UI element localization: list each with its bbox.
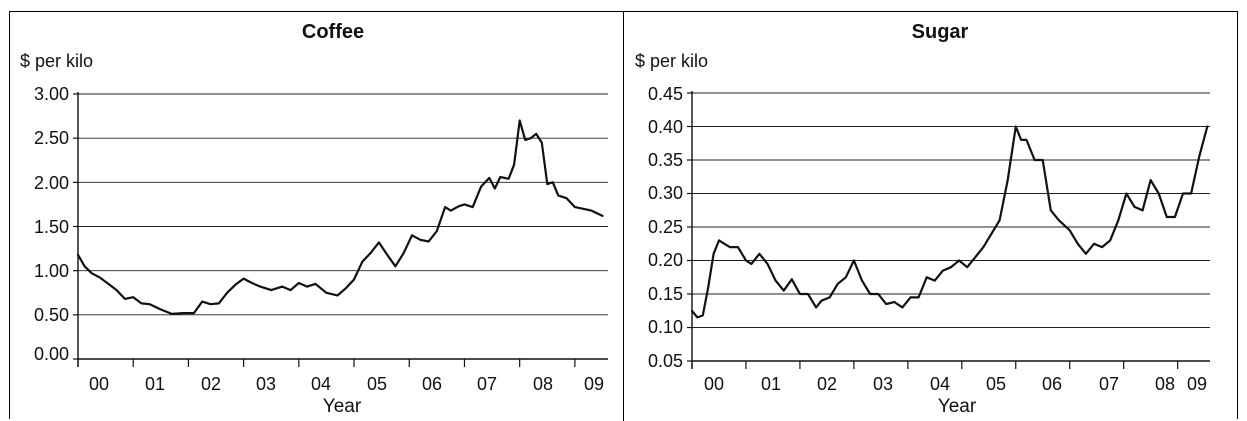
sugar-y-tick-label: 0.35 [648, 150, 683, 170]
sugar-x-tick-label: 08 [1155, 374, 1175, 394]
coffee-y-tick-label: 0.00 [34, 344, 69, 364]
coffee-y-tick-label: 2.00 [34, 173, 69, 193]
coffee-y-tick-label: 1.00 [34, 261, 69, 281]
sugar-y-tick-label: 0.05 [648, 351, 683, 371]
coffee-x-tick-label: 07 [477, 374, 497, 394]
sugar-price-line [690, 125, 1209, 319]
sugar-y-tick-label: 0.20 [648, 250, 683, 270]
sugar-unit-label: $ per kilo [635, 51, 708, 71]
sugar-x-axis-label: Year [938, 396, 977, 417]
coffee-y-tick-label: 0.50 [34, 305, 69, 325]
sugar-x-tick-label: 02 [817, 374, 837, 394]
sugar-x-tick-label: 03 [873, 374, 893, 394]
coffee-x-tick-label: 03 [256, 374, 276, 394]
sugar-plot-area [687, 91, 1210, 369]
sugar-x-tick-label: 09 [1187, 374, 1207, 394]
coffee-x-tick-label: 02 [201, 374, 221, 394]
sugar-x-tick-label: 07 [1099, 374, 1119, 394]
sugar-y-tick-label: 0.40 [648, 117, 683, 137]
sugar-chart: Sugar $ per kilo Year 0.05 0.10 0.15 0.2… [635, 21, 1207, 417]
coffee-y-tick-label: 3.00 [34, 84, 69, 104]
sugar-x-tick-label: 00 [704, 374, 724, 394]
sugar-y-tick-label: 0.25 [648, 217, 683, 237]
sugar-x-tick-label: 01 [761, 374, 781, 394]
coffee-price-line [76, 119, 604, 315]
coffee-x-tick-label: 04 [311, 374, 331, 394]
coffee-chart: Coffee $ per kilo Year 0.00 0.50 1.00 1.… [20, 21, 604, 417]
sugar-x-tick-labels: 00 01 02 03 04 05 06 07 08 09 [704, 374, 1207, 394]
sugar-y-tick-labels: 0.05 0.10 0.15 0.20 0.25 0.30 0.35 0.40 … [648, 84, 683, 371]
sugar-x-tick-label: 05 [986, 374, 1006, 394]
coffee-x-tick-label: 09 [584, 374, 604, 394]
sugar-x-tick-label: 04 [930, 374, 950, 394]
sugar-x-tick-label: 06 [1042, 374, 1062, 394]
sugar-y-tick-label: 0.45 [648, 84, 683, 104]
coffee-y-tick-label: 1.50 [34, 217, 69, 237]
coffee-y-tick-labels: 0.00 0.50 1.00 1.50 2.00 2.50 3.00 [34, 84, 69, 364]
coffee-y-tick-label: 2.50 [34, 128, 69, 148]
coffee-unit-label: $ per kilo [20, 51, 93, 71]
coffee-plot-area [73, 92, 608, 367]
coffee-x-tick-label: 05 [367, 374, 387, 394]
coffee-x-tick-label: 01 [145, 374, 165, 394]
sugar-title: Sugar [912, 21, 969, 43]
sugar-y-tick-label: 0.10 [648, 317, 683, 337]
coffee-x-tick-label: 08 [533, 374, 553, 394]
sugar-y-tick-label: 0.15 [648, 284, 683, 304]
coffee-title: Coffee [302, 21, 364, 43]
sugar-y-tick-label: 0.30 [648, 183, 683, 203]
panel-divider [623, 11, 624, 421]
coffee-x-tick-label: 00 [89, 374, 109, 394]
coffee-x-axis-label: Year [323, 396, 362, 417]
coffee-x-tick-labels: 00 01 02 03 04 05 06 07 08 09 [89, 374, 604, 394]
coffee-x-tick-label: 06 [422, 374, 442, 394]
